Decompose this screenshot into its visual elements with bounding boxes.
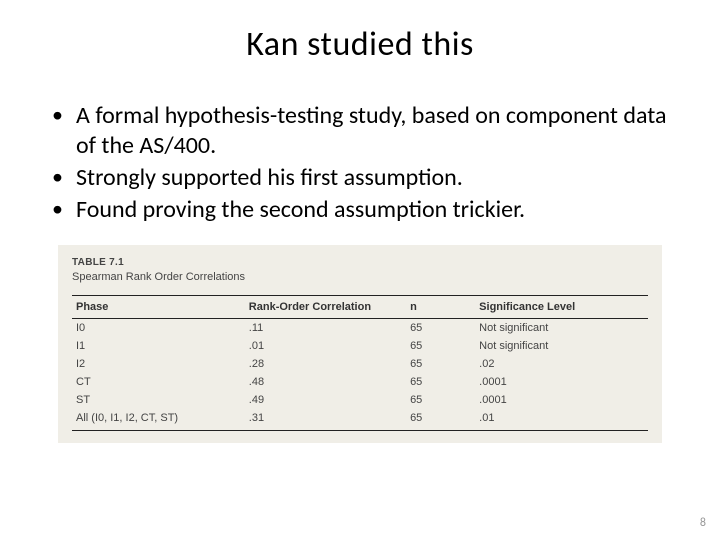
cell-sig: .0001 [475, 373, 648, 391]
table-row: ST .49 65 .0001 [72, 391, 648, 409]
cell-corr: .11 [245, 318, 406, 337]
table-row: I1 .01 65 Not significant [72, 337, 648, 355]
cell-sig: .01 [475, 409, 648, 431]
cell-n: 65 [406, 318, 475, 337]
cell-n: 65 [406, 337, 475, 355]
slide-title: Kan studied this [40, 24, 680, 65]
cell-corr: .49 [245, 391, 406, 409]
cell-n: 65 [406, 355, 475, 373]
cell-phase: ST [72, 391, 245, 409]
bullet-item: A formal hypothesis-testing study, based… [48, 101, 680, 161]
col-header-n: n [406, 295, 475, 318]
table-caption: TABLE 7.1 Spearman Rank Order Correlatio… [72, 255, 648, 285]
table-row: I0 .11 65 Not significant [72, 318, 648, 337]
cell-phase: I2 [72, 355, 245, 373]
cell-phase: I1 [72, 337, 245, 355]
cell-phase: I0 [72, 318, 245, 337]
bullet-list: A formal hypothesis-testing study, based… [40, 101, 680, 227]
table-figure: TABLE 7.1 Spearman Rank Order Correlatio… [58, 245, 662, 443]
page-number: 8 [700, 516, 706, 530]
cell-n: 65 [406, 391, 475, 409]
table-caption-text: Spearman Rank Order Correlations [72, 271, 245, 283]
col-header-corr: Rank-Order Correlation [245, 295, 406, 318]
cell-sig: Not significant [475, 318, 648, 337]
data-table: Phase Rank-Order Correlation n Significa… [72, 295, 648, 431]
col-header-phase: Phase [72, 295, 245, 318]
cell-corr: .31 [245, 409, 406, 431]
table-row: I2 .28 65 .02 [72, 355, 648, 373]
cell-corr: .01 [245, 337, 406, 355]
bullet-item: Found proving the second assumption tric… [48, 195, 680, 225]
cell-corr: .48 [245, 373, 406, 391]
cell-sig: .0001 [475, 391, 648, 409]
table-row: All (I0, I1, I2, CT, ST) .31 65 .01 [72, 409, 648, 431]
cell-phase: All (I0, I1, I2, CT, ST) [72, 409, 245, 431]
table-body: I0 .11 65 Not significant I1 .01 65 Not … [72, 318, 648, 430]
bullet-item: Strongly supported his first assumption. [48, 163, 680, 193]
cell-n: 65 [406, 409, 475, 431]
cell-sig: .02 [475, 355, 648, 373]
table-number: TABLE 7.1 [72, 257, 124, 268]
cell-phase: CT [72, 373, 245, 391]
cell-sig: Not significant [475, 337, 648, 355]
cell-n: 65 [406, 373, 475, 391]
table-row: CT .48 65 .0001 [72, 373, 648, 391]
cell-corr: .28 [245, 355, 406, 373]
slide: Kan studied this A formal hypothesis-tes… [0, 0, 720, 540]
table-header-row: Phase Rank-Order Correlation n Significa… [72, 295, 648, 318]
col-header-sig: Significance Level [475, 295, 648, 318]
